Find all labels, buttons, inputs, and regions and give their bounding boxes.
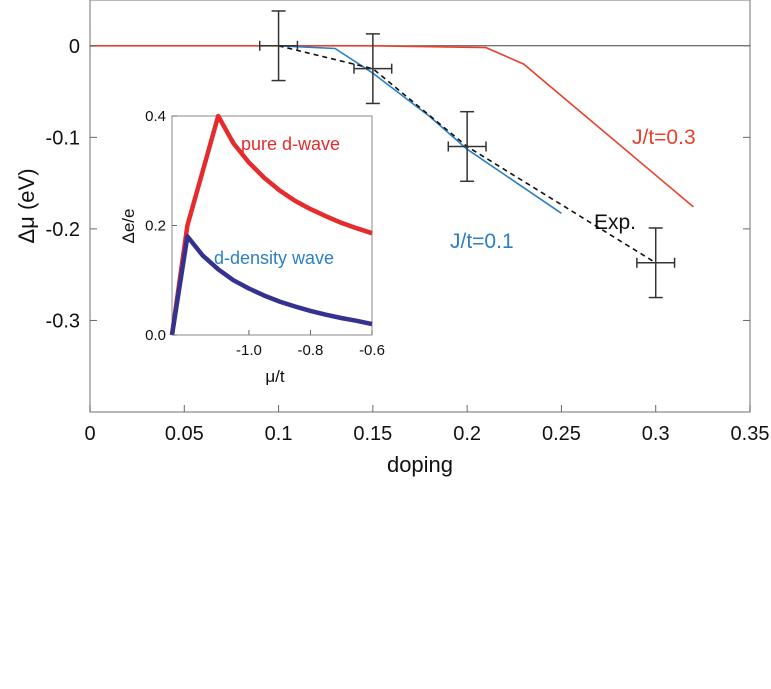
x-tick-label: 0.2 — [453, 423, 481, 445]
inset-x-axis-title: μ/t — [265, 367, 285, 386]
error-bar-point — [636, 227, 676, 299]
inset-x-tick-label: -1.0 — [236, 342, 262, 359]
x-tick-label: 0.25 — [542, 423, 581, 445]
error-bar-point — [258, 10, 299, 82]
x-axis-title: doping — [387, 452, 453, 477]
x-tick-label: 0.3 — [642, 423, 670, 445]
error-bars-group — [258, 10, 676, 299]
annotation-jt03: J/t=0.3 — [632, 126, 696, 149]
inset-series-line-pure-d-wave — [169, 113, 373, 336]
inset-annotation-pure-d-wave: pure d-wave — [241, 134, 340, 154]
series-line-j-t-0-3 — [90, 44, 694, 208]
inset-y-tick-label: 0.2 — [145, 218, 166, 235]
main-plot-frame — [89, 0, 751, 413]
inset-x-tick-label: -0.6 — [359, 342, 385, 359]
series-line-j-t-0-1 — [278, 45, 562, 214]
y-tick-label: -0.1 — [46, 127, 80, 149]
y-tick-label: -0.3 — [46, 310, 80, 332]
annotation-jt01: J/t=0.1 — [450, 230, 514, 253]
annotation-exp: Exp. — [594, 211, 636, 234]
y-tick-label: -0.2 — [46, 219, 80, 241]
main-axis-ticks: 0 0.05 0.1 0.15 0.2 0.25 0.3 0.35 0 -0.1 -0.2 -0.3 — [46, 36, 770, 445]
x-tick-label: 0.05 — [165, 423, 204, 445]
x-tick-label: 0.35 — [731, 423, 770, 445]
y-tick-label: 0 — [69, 36, 80, 58]
inset-y-tick-label: 0.0 — [145, 327, 166, 344]
inset-axis-ticks: -1.0 -0.8 -0.6 0.0 0.2 0.4 — [145, 108, 385, 359]
y-axis-title: Δμ (eV) — [14, 168, 39, 243]
inset-series-line-d-density-wave — [169, 234, 373, 336]
x-tick-label: 0 — [84, 423, 95, 445]
inset-series-group — [169, 113, 373, 336]
main-series-group — [90, 44, 694, 264]
error-bar-point — [447, 110, 487, 183]
error-bar-point — [353, 33, 393, 105]
inset-x-tick-label: -0.8 — [298, 342, 324, 359]
x-tick-label: 0.1 — [265, 423, 293, 445]
x-tick-label: 0.15 — [353, 423, 392, 445]
inset-annotation-d-density-wave: d-density wave — [214, 248, 334, 268]
inset-y-tick-label: 0.4 — [145, 108, 166, 125]
series-line-exp- — [278, 45, 657, 264]
inset-y-axis-title: Δe/e — [119, 209, 138, 244]
